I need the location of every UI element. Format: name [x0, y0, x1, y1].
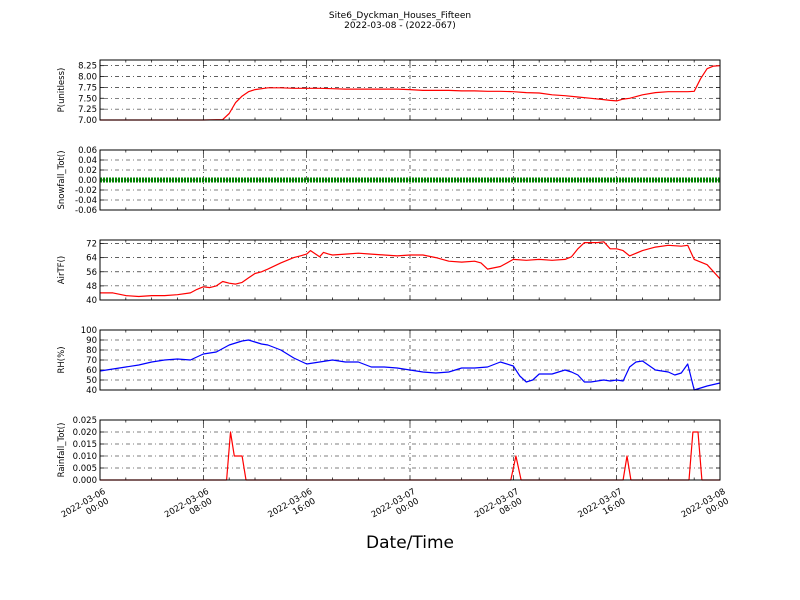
air-temp-ytick-label: 48	[86, 282, 97, 292]
air-temp-ytick-label: 40	[86, 296, 97, 306]
rh-ytick-label: 100	[81, 326, 97, 336]
snowfall-ytick-label: 0.02	[78, 166, 97, 176]
snowfall-ytick-label: -0.04	[75, 196, 97, 206]
rh-ytick-label: 50	[86, 376, 97, 386]
p-ytick-label: 7.00	[78, 116, 97, 126]
snowfall-ytick-label: 0.00	[78, 176, 97, 186]
p-frame	[99, 59, 721, 121]
rainfall-ytick-label: 0.020	[73, 428, 97, 438]
rh-frame	[99, 329, 721, 391]
air-temp-series-line	[100, 241, 721, 298]
p-ytick-label: 7.75	[78, 83, 97, 93]
p-ytick-label: 7.50	[78, 94, 97, 104]
rh-ytick-label: 40	[86, 386, 97, 396]
chart-subtitle: 2022-03-08 - (2022-067)	[344, 21, 456, 31]
rh-ytick-label: 80	[86, 346, 97, 356]
air-temp-ytick-label: 72	[86, 240, 97, 250]
p-ytick-label: 8.00	[78, 73, 97, 83]
air-temp-ytick-label: 64	[86, 254, 97, 264]
p-series-line	[100, 65, 721, 121]
rh-series-line	[99, 339, 721, 391]
rainfall-ytick-label: 0.000	[73, 476, 97, 486]
air-temp-ytick-label: 56	[86, 268, 97, 278]
snowfall-ytick-label: -0.06	[75, 206, 97, 216]
snowfall-ytick-label: 0.06	[78, 146, 97, 156]
snowfall-frame	[99, 149, 721, 211]
rh-ytick-label: 60	[86, 366, 97, 376]
chart-title: Site6_Dyckman_Houses_Fifteen	[328, 11, 472, 21]
snowfall-ytick-label: 0.04	[78, 156, 97, 166]
rainfall-series-line	[100, 431, 720, 481]
rh-ytick-label: 90	[86, 336, 97, 346]
snowfall-ytick-label: -0.02	[75, 186, 97, 196]
rh-ylabel: RH(%)	[57, 346, 67, 373]
p-ytick-label: 7.25	[78, 105, 97, 115]
x-axis-label: Date/Time	[366, 533, 454, 553]
rainfall-ytick-label: 0.010	[73, 452, 97, 462]
rainfall-ytick-label: 0.015	[73, 440, 97, 450]
rainfall-ylabel: Rainfall_Tot()	[57, 423, 67, 478]
p-ytick-label: 8.25	[78, 62, 97, 72]
rh-ytick-label: 70	[86, 356, 97, 366]
rainfall-ytick-label: 0.025	[73, 416, 97, 426]
air-temp-ylabel: AirTF()	[57, 256, 67, 284]
air-temp-frame	[99, 239, 721, 301]
rainfall-frame	[99, 419, 721, 481]
rainfall-ytick-label: 0.005	[73, 464, 97, 474]
p-ylabel: P(unitless)	[57, 68, 67, 113]
snowfall-ylabel: Snowfall_Tot()	[57, 150, 67, 209]
